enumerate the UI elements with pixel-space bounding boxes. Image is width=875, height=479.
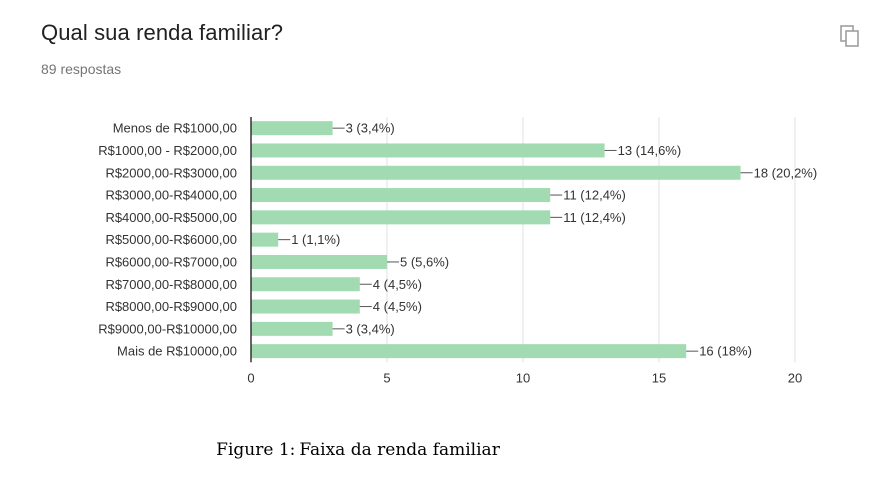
bar: [251, 165, 741, 180]
data-label: 18 (20,2%): [754, 165, 818, 180]
category-label: R$8000,00-R$9000,00: [105, 299, 237, 314]
bar: [251, 188, 551, 203]
data-label: 11 (12,4%): [563, 210, 626, 225]
category-label: Mais de R$10000,00: [117, 344, 237, 359]
category-label: R$1000,00 - R$2000,00: [98, 143, 237, 158]
bar: [251, 210, 551, 225]
copy-icon[interactable]: [839, 24, 863, 50]
data-label: 3 (3,4%): [346, 321, 395, 336]
data-label: 4 (4,5%): [373, 299, 422, 314]
category-label: R$7000,00-R$8000,00: [105, 277, 237, 292]
x-tick-label: 15: [652, 370, 666, 385]
x-tick-label: 10: [516, 370, 530, 385]
data-label: 5 (5,6%): [400, 254, 449, 269]
bar: [251, 321, 333, 336]
bar: [251, 299, 360, 314]
category-label: R$3000,00-R$4000,00: [105, 188, 237, 203]
bar: [251, 143, 605, 158]
category-label: Menos de R$1000,00: [113, 121, 237, 136]
data-label: 13 (14,6%): [618, 143, 682, 158]
bar: [251, 277, 360, 292]
category-label: R$2000,00-R$3000,00: [105, 165, 237, 180]
data-label: 3 (3,4%): [346, 121, 395, 136]
bar: [251, 254, 387, 269]
income-bar-chart: 0 5 10 15 20 Menos de R$1000,00 3 (3,4%) R$1000…: [98, 117, 818, 385]
figure-caption-text: Faixa da renda familiar: [299, 440, 500, 460]
data-label: 11 (12,4%): [563, 188, 626, 203]
data-label: 1 (1,1%): [291, 232, 340, 247]
bar: [251, 232, 279, 247]
category-label: R$5000,00-R$6000,00: [105, 232, 237, 247]
category-label: R$4000,00-R$5000,00: [105, 210, 237, 225]
response-count: 89 respostas: [41, 61, 122, 77]
figure-caption: Figure 1: Faixa da renda familiar: [0, 440, 720, 460]
category-label: R$9000,00-R$10000,00: [98, 321, 237, 336]
figure-label: Figure 1:: [216, 440, 296, 460]
data-label: 4 (4,5%): [373, 277, 422, 292]
bar: [251, 344, 687, 359]
x-tick-label: 0: [247, 370, 254, 385]
x-tick-label: 20: [788, 370, 802, 385]
category-label: R$6000,00-R$7000,00: [105, 254, 237, 269]
bar: [251, 121, 333, 136]
data-label: 16 (18%): [699, 344, 752, 359]
x-tick-label: 5: [383, 370, 390, 385]
question-title: Qual sua renda familiar?: [41, 20, 284, 45]
